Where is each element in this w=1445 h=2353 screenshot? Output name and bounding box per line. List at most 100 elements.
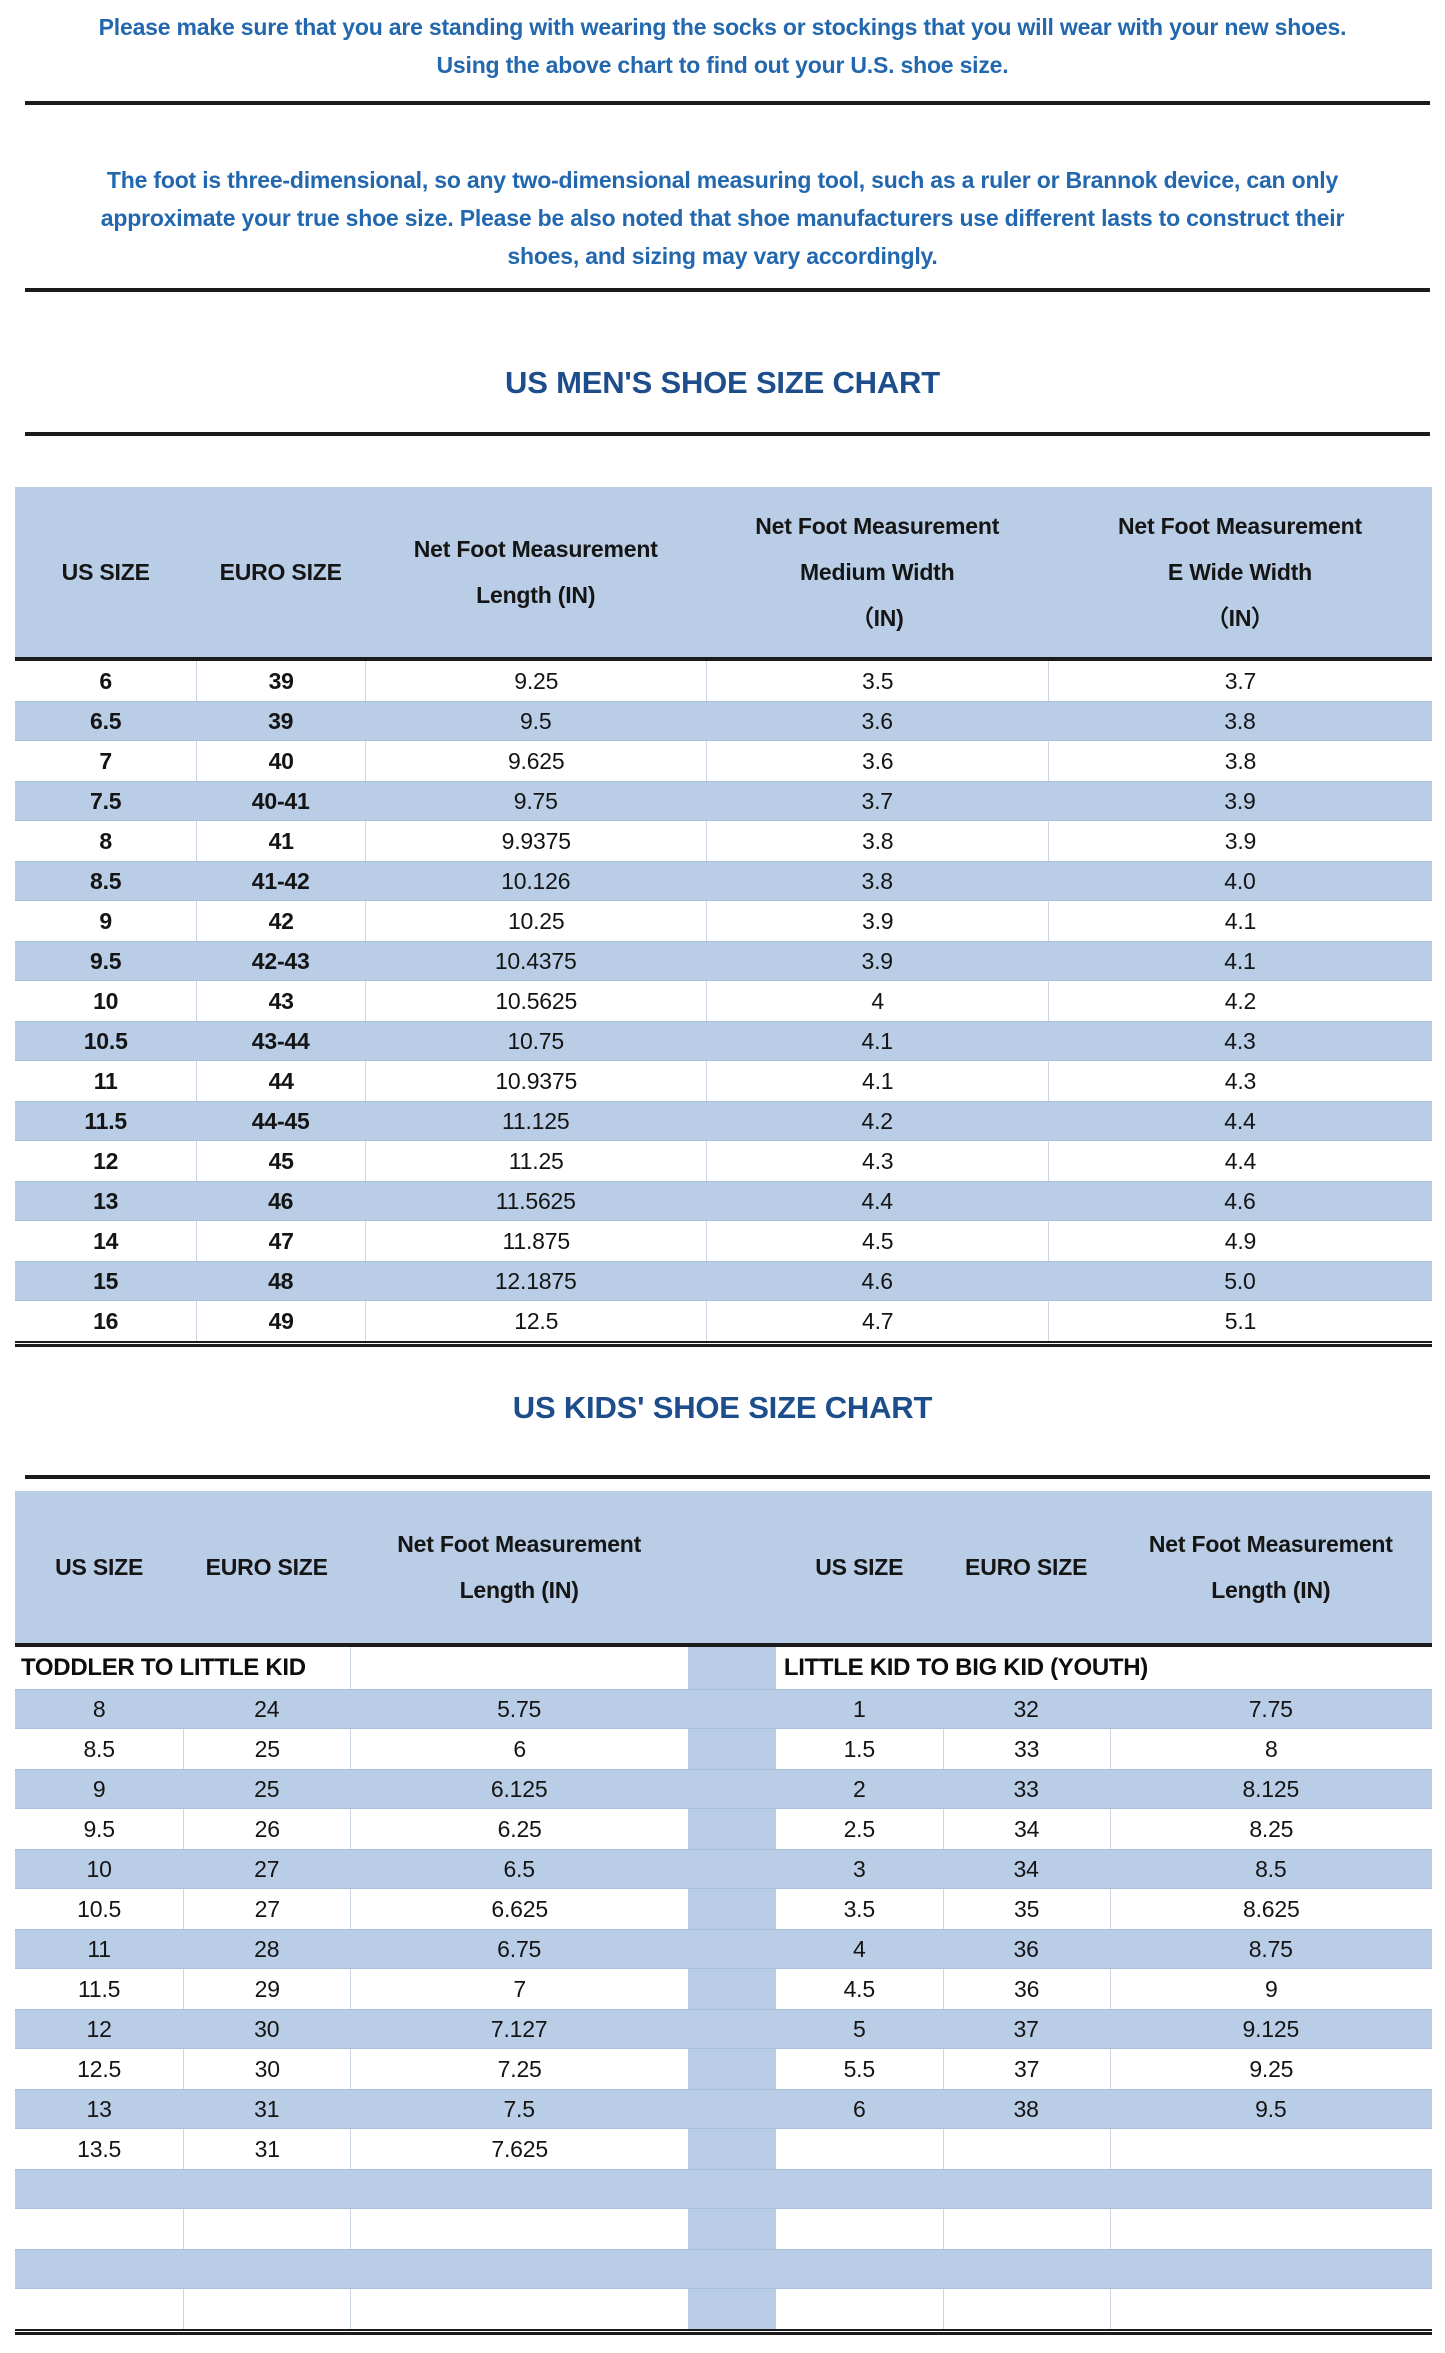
table-cell: 37 [942,2049,1110,2089]
table-cell: 33 [1013,1775,1039,1802]
table-cell: 8.5 [90,867,122,894]
table-cell: 4 [706,981,1047,1021]
table-cell: 24 [254,1695,280,1722]
table-cell: 8.75 [1248,1935,1293,1962]
table-cell: 34 [942,1809,1110,1849]
column-header-wide-width: Net Foot Measurement E Wide Width （IN） [1117,513,1362,631]
table-cell: 3.9 [861,947,894,974]
table-cell: 5.1 [1047,1301,1432,1341]
table-cell: 36 [942,1969,1110,2009]
table-row: 7.5 40-41 9.75 3.7 3.9 [15,781,1432,821]
mens-table-body: 6 39 9.25 3.5 3.7 6.5 39 9.5 3.6 3.8 7 40 9.625 3.6 3.… [15,661,1432,1341]
table-row: 9.5 42-43 10.4375 3.9 4.1 [15,941,1432,981]
table-cell: 11.125 [502,1107,570,1134]
table-cell: 48 [268,1267,294,1294]
column-header-us-size: US SIZE [55,1554,144,1580]
table-row: 6.5 39 9.5 3.6 3.8 [15,701,1432,741]
table-cell: 7.25 [350,2049,688,2089]
table-cell: 6.125 [490,1775,548,1802]
table-row: 11 28 6.75 4 36 8.75 [15,1929,1432,1969]
kids-chart-title: US KIDS' SHOE SIZE CHART [512,1390,933,1425]
table-cell: 10.5625 [364,981,706,1021]
table-cell: 25 [254,1775,280,1802]
column-header-medium-width: Net Foot Measurement Medium Width （IN) [755,513,1000,631]
table-cell: 4 [852,1935,866,1962]
column-header-us-size: US SIZE [61,559,150,585]
table-cell: 3.6 [861,707,894,734]
table-cell: 4.3 [1047,1061,1432,1101]
section-label-youth: LITTLE KID TO BIG KID (YOUTH) [783,1654,1148,1681]
table-cell: 9.625 [364,741,706,781]
table-cell: 34 [1013,1855,1039,1882]
center-band [688,2010,776,2048]
table-cell: 3.8 [1224,707,1256,734]
table-cell: 30 [254,2015,280,2042]
table-cell: 3 [852,1855,866,1882]
table-cell: 40 [196,741,365,781]
table-cell: 36 [1013,1935,1039,1962]
table-cell: 38 [1013,2095,1039,2122]
table-row: 12 45 11.25 4.3 4.4 [15,1141,1432,1181]
table-cell: 8.125 [1242,1775,1300,1802]
table-cell: 28 [254,1935,280,1962]
table-cell [776,2209,943,2249]
table-cell: 3.9 [1047,821,1432,861]
table-cell: 10.126 [501,867,571,894]
kids-table-body: 8 24 5.75 1 32 7.75 8.5 25 6 1.5 33 8 9 25 6.125 2 33 8.1… [15,1689,1432,2329]
table-cell: 45 [196,1141,365,1181]
column-header-length: Net Foot Measurement Length (IN) [413,536,658,608]
table-cell: 10 [93,987,119,1014]
table-row: 16 49 12.5 4.7 5.1 [15,1301,1432,1341]
table-bottom-border [15,1341,1432,1347]
table-cell: 3.9 [706,901,1047,941]
table-cell [350,2209,688,2249]
table-cell: 4.2 [861,1107,894,1134]
table-row: 8 41 9.9375 3.8 3.9 [15,821,1432,861]
table-cell [943,2170,1110,2208]
table-cell: 27 [254,1855,280,1882]
table-cell: 27 [183,1889,350,1929]
table-cell [350,2250,688,2288]
center-band [688,2250,776,2288]
table-bottom-border [15,2329,1432,2335]
table-cell: 11.5625 [495,1187,576,1214]
table-cell: 44 [196,1061,365,1101]
table-cell: 12.1875 [494,1267,577,1294]
kids-section-row: TODDLER TO LITTLE KID LITTLE KID TO BIG … [15,1647,1432,1689]
table-cell: 3.8 [706,821,1047,861]
table-cell: 39 [196,661,365,701]
table-cell: 3.7 [1047,661,1432,701]
table-cell: 7 [350,1969,688,2009]
table-row: 11 44 10.9375 4.1 4.3 [15,1061,1432,1101]
table-cell: 9.125 [1242,2015,1300,2042]
center-band [688,1491,776,1643]
table-cell: 15 [93,1267,119,1294]
note-measuring: The foot is three-dimensional, so any tw… [0,161,1445,275]
table-row [15,2209,1432,2249]
table-cell [15,2289,183,2329]
table-cell: 13.5 [77,2135,122,2162]
table-cell: 6.5 [90,707,122,734]
center-band [688,1969,776,2009]
center-band [688,2170,776,2208]
table-cell: 4.1 [1224,947,1256,974]
table-cell: 10.5 [77,1895,122,1922]
table-cell: 12.5 [364,1301,706,1341]
table-cell: 11.875 [364,1221,706,1261]
table-cell: 4.6 [861,1267,894,1294]
table-cell: 3.8 [861,867,894,894]
table-row: 9 42 10.25 3.9 4.1 [15,901,1432,941]
table-cell: 3.8 [1047,741,1432,781]
table-cell: 4.3 [1224,1027,1256,1054]
table-cell: 1 [852,1695,866,1722]
table-row: 7 40 9.625 3.6 3.8 [15,741,1432,781]
table-row: 13.5 31 7.625 [15,2129,1432,2169]
table-row [15,2169,1432,2209]
table-cell: 4.0 [1224,867,1256,894]
center-band [688,1647,776,1689]
note-line: shoes, and sizing may vary accordingly. [507,243,938,269]
table-cell: 3.5 [706,661,1047,701]
table-cell: 7.127 [490,2015,548,2042]
table-row: 12.5 30 7.25 5.5 37 9.25 [15,2049,1432,2089]
table-cell: 49 [196,1301,365,1341]
